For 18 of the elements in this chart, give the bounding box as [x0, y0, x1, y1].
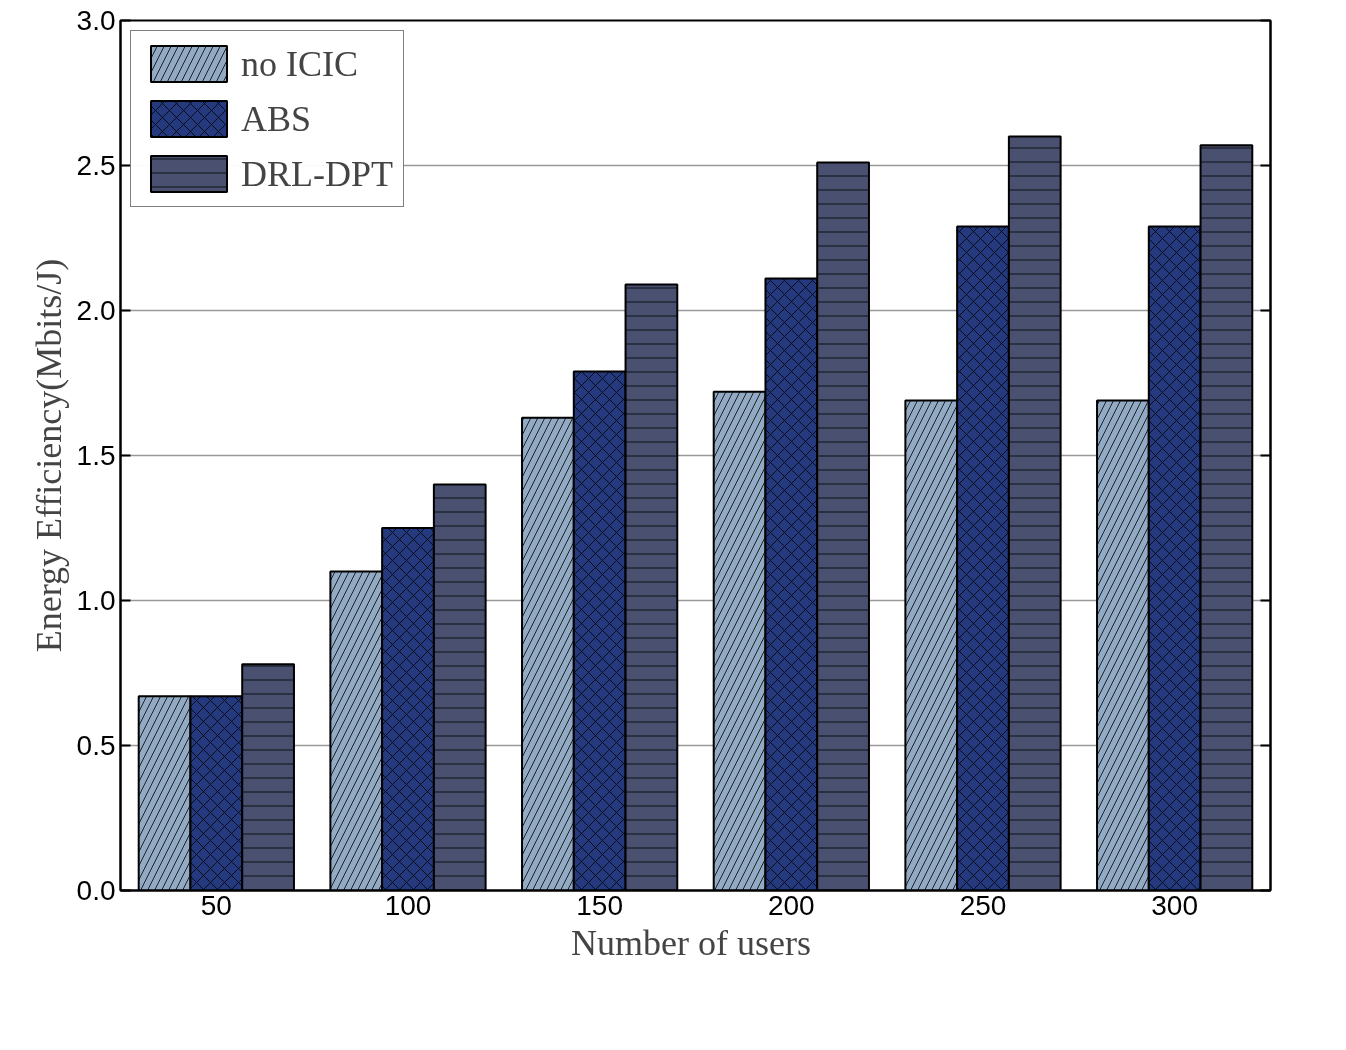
x-tick-label: 50	[200, 889, 232, 921]
x-tick-label: 300	[1151, 889, 1199, 921]
y-tick-label: 2.5	[76, 150, 116, 181]
legend-label: ABS	[241, 97, 312, 140]
y-tick-label: 3.0	[76, 5, 116, 36]
legend-label: no ICIC	[241, 42, 358, 85]
y-tick-label: 0.5	[76, 730, 116, 761]
y-tick-label: 0.0	[76, 875, 116, 906]
x-tick-label: 250	[959, 889, 1007, 921]
legend-label: DRL-DPT	[241, 152, 393, 195]
y-tick-label: 2.0	[76, 295, 116, 326]
y-tick-label: 1.5	[76, 440, 116, 471]
x-tick-label: 100	[384, 889, 432, 921]
y-axis-title: Energy Efficiency(Mbits/J)	[28, 258, 69, 653]
x-tick-label: 200	[767, 889, 815, 921]
y-tick-label: 1.0	[76, 585, 116, 616]
x-axis-title: Number of users	[571, 922, 811, 963]
x-tick-label: 150	[576, 889, 624, 921]
